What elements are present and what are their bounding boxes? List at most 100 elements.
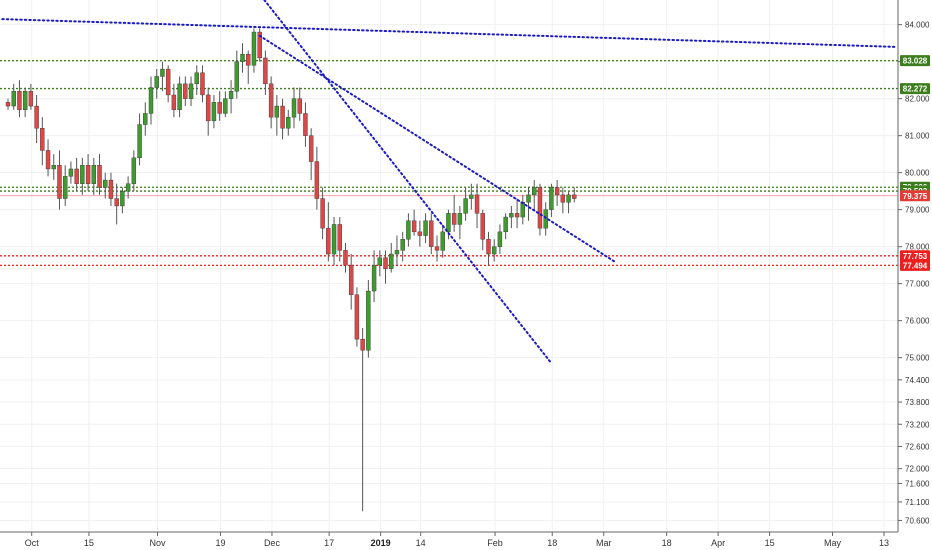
candle-down bbox=[326, 227, 331, 255]
candle-up bbox=[463, 198, 468, 214]
candle-up bbox=[503, 216, 508, 233]
candlestick-series bbox=[5, 28, 577, 512]
level-badge bbox=[900, 259, 930, 271]
candle-up bbox=[497, 231, 503, 247]
candle-up bbox=[22, 91, 28, 110]
candle-down bbox=[434, 246, 440, 251]
candle-down bbox=[246, 54, 251, 66]
candle-down bbox=[354, 294, 360, 340]
candle-up bbox=[251, 31, 257, 66]
candle-up bbox=[223, 98, 228, 114]
candle-up bbox=[389, 253, 394, 270]
y-tick-label: 76.000 bbox=[905, 317, 930, 326]
x-tick-label: Dec bbox=[264, 538, 281, 548]
time-axis[interactable]: Oct 15 Nov 19 Dec 17 2019 14 Feb 18 Mar 18 Apr 15 May 1… bbox=[25, 532, 889, 548]
candle-down bbox=[411, 220, 417, 233]
candle-up bbox=[234, 61, 240, 92]
candle-down bbox=[349, 264, 354, 295]
candle-down bbox=[417, 231, 423, 236]
level-badge-label: 83.028 bbox=[903, 57, 928, 66]
candle-down bbox=[320, 198, 325, 229]
candle-down bbox=[257, 31, 262, 59]
candle-up bbox=[120, 190, 125, 207]
candle-down bbox=[165, 68, 171, 96]
candle-down bbox=[97, 165, 102, 188]
price-levels bbox=[0, 59, 898, 267]
level-badge bbox=[900, 55, 930, 67]
x-tick-label: 17 bbox=[324, 538, 334, 548]
candle-down bbox=[28, 91, 34, 107]
x-tick-label: Oct bbox=[25, 538, 40, 548]
candle-up bbox=[160, 68, 165, 77]
candle-down bbox=[217, 102, 222, 114]
candle-up bbox=[331, 224, 337, 255]
candle-up bbox=[91, 165, 97, 184]
candle-down bbox=[514, 213, 520, 218]
x-tick-label: 13 bbox=[879, 538, 889, 548]
candle-down bbox=[337, 224, 342, 251]
candle-up bbox=[80, 165, 85, 184]
price-badges: 83.02882.27279.60679.50279.37577.75377.4… bbox=[900, 55, 930, 271]
x-tick-label: May bbox=[824, 538, 842, 548]
candle-up bbox=[543, 209, 548, 229]
candle-down bbox=[263, 57, 268, 85]
y-tick-label: 71.100 bbox=[905, 498, 930, 507]
level-badge bbox=[900, 250, 930, 262]
candle-down bbox=[34, 105, 39, 129]
candle-up bbox=[446, 213, 451, 233]
candle-down bbox=[360, 338, 365, 351]
candle-up bbox=[125, 183, 131, 192]
candle-down bbox=[537, 187, 543, 229]
candle-up bbox=[394, 250, 400, 255]
candle-up bbox=[143, 113, 148, 125]
price-axis[interactable]: 84.00083.00082.00081.00080.00079.00078.0… bbox=[898, 21, 930, 526]
candle-up bbox=[137, 124, 142, 159]
candle-down bbox=[314, 161, 320, 199]
x-tick-label: Feb bbox=[487, 538, 503, 548]
candle-down bbox=[171, 94, 177, 110]
candle-up bbox=[492, 246, 497, 255]
candle-up bbox=[377, 257, 382, 266]
candle-up bbox=[440, 231, 445, 251]
level-badge-label: 82.272 bbox=[903, 85, 928, 94]
y-tick-label: 72.600 bbox=[905, 442, 930, 451]
candle-up bbox=[549, 187, 554, 210]
y-tick-label: 73.800 bbox=[905, 398, 930, 407]
candle-up bbox=[366, 290, 371, 351]
candle-down bbox=[183, 83, 188, 99]
y-tick-label: 77.000 bbox=[905, 280, 930, 289]
candle-down bbox=[308, 135, 314, 162]
x-tick-label: 18 bbox=[662, 538, 672, 548]
x-tick-label: 2019 bbox=[371, 538, 391, 548]
candle-up bbox=[11, 91, 16, 107]
trendline[interactable] bbox=[225, 0, 553, 365]
y-tick-label: 78.000 bbox=[905, 243, 930, 252]
candle-up bbox=[177, 83, 182, 110]
candle-up bbox=[566, 194, 571, 203]
candle-up bbox=[509, 213, 514, 218]
x-tick-label: Nov bbox=[150, 538, 167, 548]
x-tick-label: 15 bbox=[765, 538, 775, 548]
y-tick-label: 74.400 bbox=[905, 376, 930, 385]
candle-down bbox=[451, 213, 457, 225]
candle-up bbox=[148, 87, 154, 114]
candle-down bbox=[480, 213, 485, 240]
x-tick-label: 14 bbox=[416, 538, 426, 548]
y-tick-label: 73.200 bbox=[905, 420, 930, 429]
candle-down bbox=[429, 220, 434, 247]
level-badge-label: 77.753 bbox=[903, 252, 928, 261]
candle-down bbox=[303, 113, 308, 136]
candle-up bbox=[154, 76, 159, 88]
x-tick-label: 18 bbox=[547, 538, 557, 548]
trendline[interactable] bbox=[1, 18, 896, 48]
candle-down bbox=[554, 187, 560, 196]
y-tick-label: 81.000 bbox=[905, 132, 930, 141]
trendline[interactable] bbox=[258, 34, 616, 263]
candle-down bbox=[474, 194, 480, 214]
x-tick-label: 15 bbox=[84, 538, 94, 548]
candle-down bbox=[5, 102, 11, 107]
candle-up bbox=[520, 202, 525, 218]
candle-up bbox=[194, 72, 199, 85]
